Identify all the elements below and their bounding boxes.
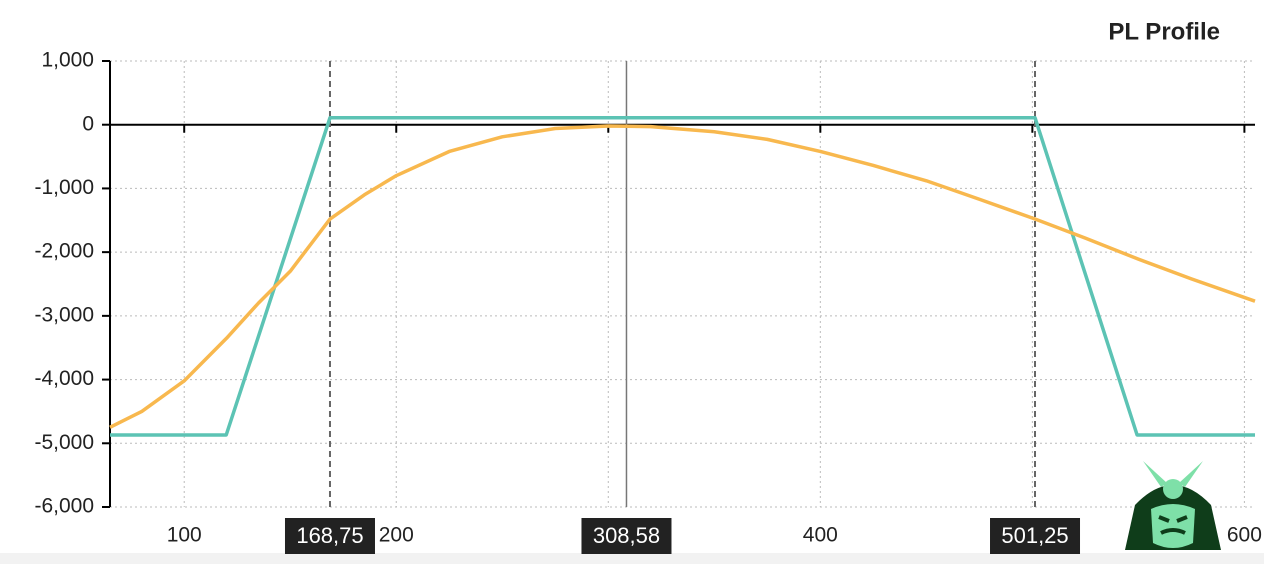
y-tick-label: 1,000 (41, 49, 94, 72)
series-line (109, 124, 1256, 429)
marker-label-box (990, 518, 1081, 554)
marker-label: 168,75 (296, 523, 363, 548)
y-tick-label: -5,000 (34, 431, 94, 454)
logo (1125, 461, 1221, 550)
y-tick-label: -2,000 (34, 240, 94, 263)
y-tick-label: -3,000 (34, 303, 94, 326)
marker-label: 308,58 (593, 523, 660, 548)
footer-band (0, 553, 1264, 564)
x-tick-label: 100 (167, 524, 202, 547)
x-tick-label: 400 (803, 524, 838, 547)
marker-label-box (581, 518, 672, 554)
y-tick-label: -1,000 (34, 176, 94, 199)
marker-label-box (284, 518, 375, 554)
y-tick-label: -4,000 (34, 367, 94, 390)
marker-label: 501,25 (1001, 523, 1068, 548)
chart-title: PL Profile (1108, 18, 1220, 45)
y-tick-label: -6,000 (34, 495, 94, 518)
series-line (110, 115, 1255, 437)
x-tick-label: 200 (379, 524, 414, 547)
y-tick-label: 0 (82, 112, 94, 135)
x-tick-label: 600 (1227, 524, 1262, 547)
